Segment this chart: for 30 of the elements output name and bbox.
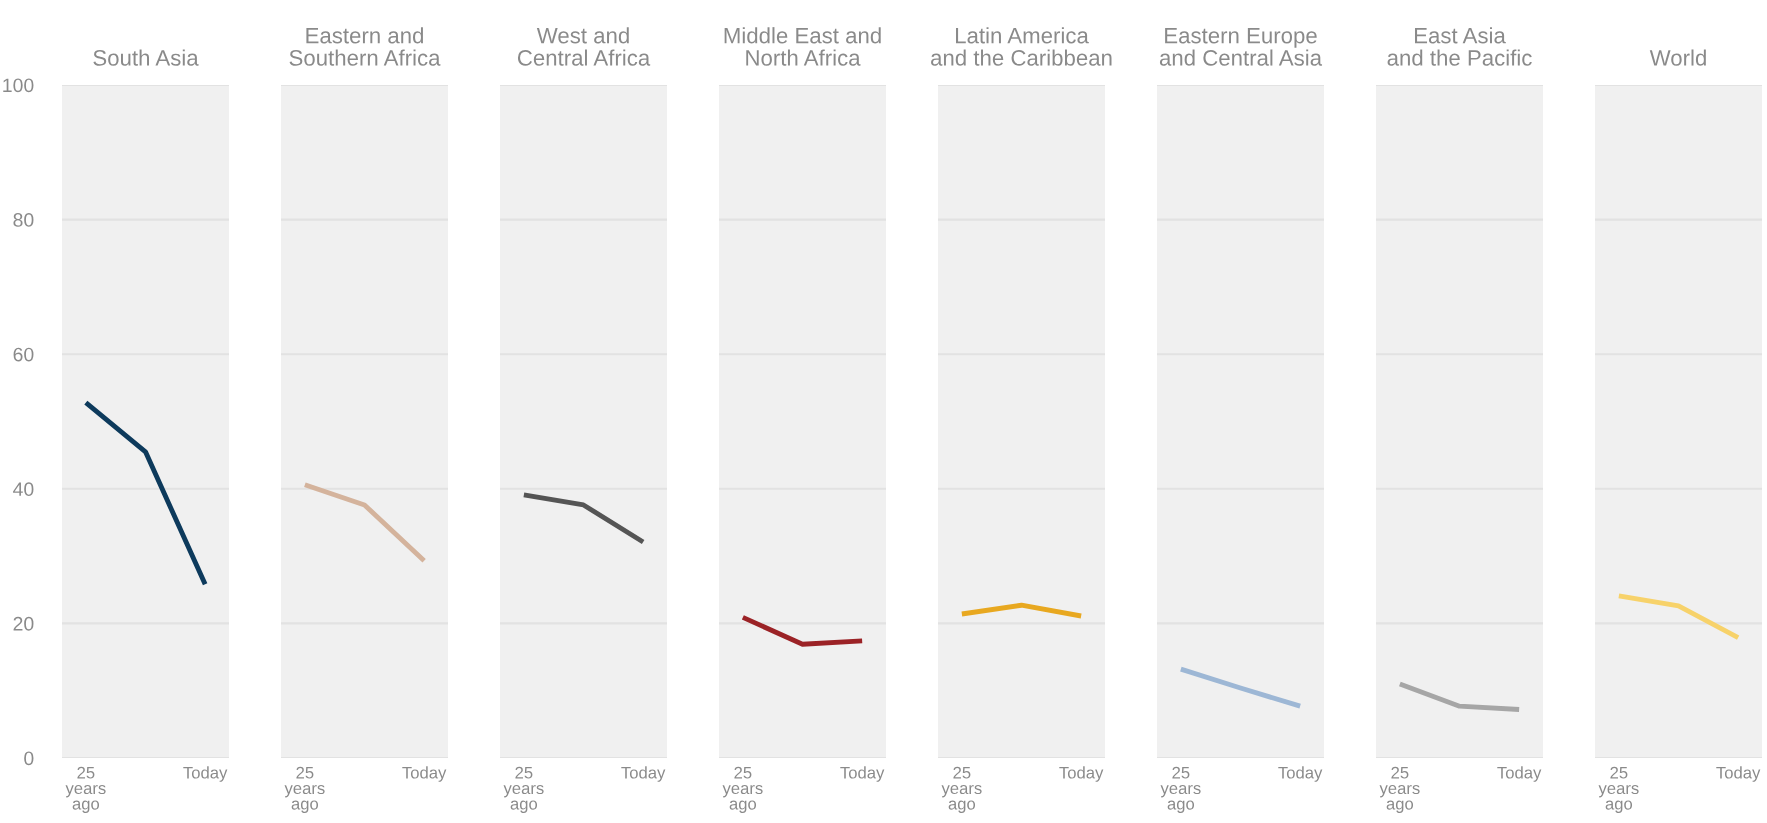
y-tick-label: 0 [24, 751, 34, 766]
y-tick-label: 60 [13, 347, 34, 362]
chart-title: West and Central Africa [517, 27, 651, 66]
chart-title: East Asia and the Pacific [1387, 27, 1532, 66]
chart-title: Latin America and the Caribbean [931, 27, 1112, 66]
x-tick-label: 25 years ago [1379, 766, 1420, 813]
x-tick-label: Today [183, 766, 228, 782]
chart-title: Middle East and North Africa [724, 27, 881, 66]
x-tick-label: Today [402, 766, 447, 782]
y-tick-label: 40 [13, 482, 34, 497]
chart-title: World [1649, 49, 1706, 66]
x-tick-label: Today [621, 766, 666, 782]
x-tick-label: 25 years ago [941, 766, 982, 813]
y-tick-label: 100 [3, 78, 34, 93]
x-tick-label: Today [1716, 766, 1761, 782]
x-tick-label: Today [1497, 766, 1542, 782]
x-tick-label: 25 years ago [503, 766, 544, 813]
y-tick-label: 80 [13, 213, 34, 227]
x-tick-label: 25 years ago [1160, 766, 1201, 813]
chart-title: South Asia [93, 49, 199, 66]
x-tick-label: 25 years ago [65, 766, 106, 813]
chart-title: Eastern and Southern Africa [289, 27, 441, 66]
chart-title: Eastern Europe and Central Asia [1159, 27, 1323, 66]
x-tick-label: 25 years ago [1598, 766, 1639, 813]
x-tick-label: Today [1059, 766, 1104, 782]
x-tick-label: 25 years ago [722, 766, 763, 813]
x-tick-label: 25 years ago [284, 766, 325, 813]
y-tick-label: 20 [13, 616, 34, 631]
x-tick-label: Today [1278, 766, 1323, 782]
x-tick-label: Today [840, 766, 885, 782]
